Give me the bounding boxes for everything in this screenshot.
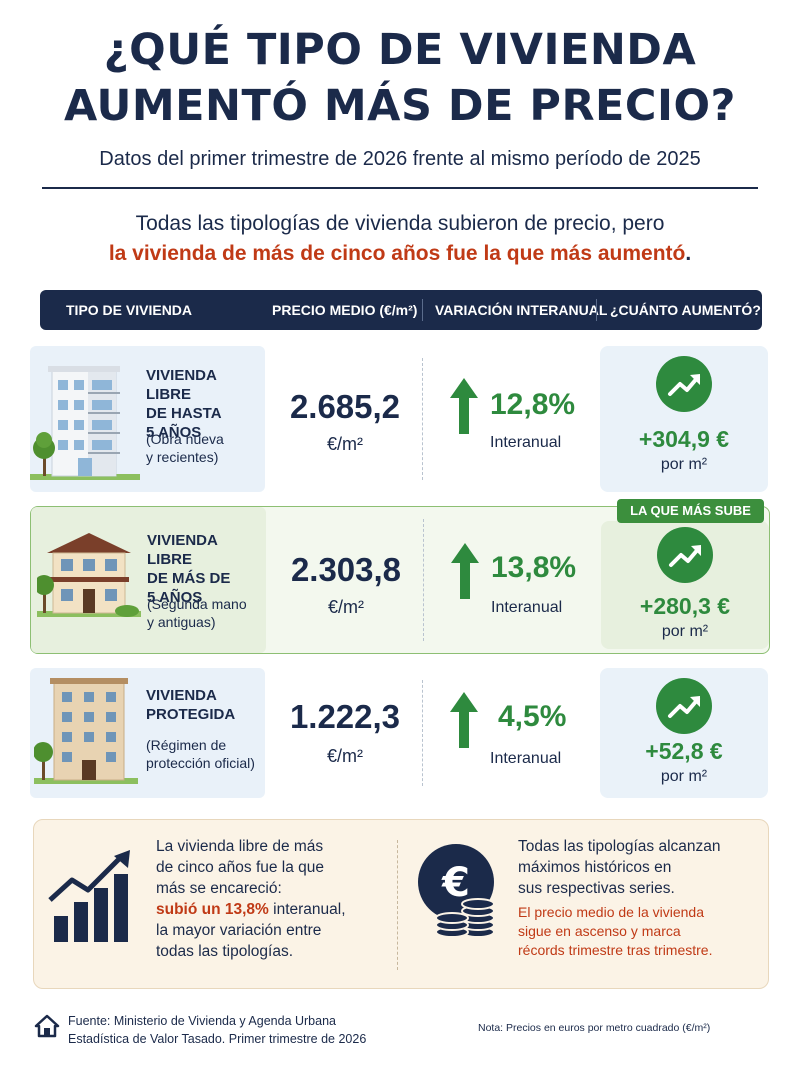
summary-right-text: Todas las tipologías alcanzan máximos hi…	[518, 838, 721, 958]
svg-text:€: €	[441, 860, 470, 906]
variation-label: Interanual	[490, 750, 562, 767]
source-text: Fuente: Ministerio de Vivienda y Agenda …	[68, 1014, 367, 1046]
intro-highlight: la vivienda de más de cinco años fue la …	[108, 242, 686, 265]
increase-value: +280,3 €	[639, 593, 731, 619]
tall-building-icon	[30, 366, 140, 480]
increase-unit: por m²	[660, 456, 708, 473]
header-type: TIPO DE VIVIENDA	[66, 302, 193, 318]
column-separator	[422, 358, 423, 480]
price-value: 2.685,2	[289, 388, 401, 425]
type-name: VIVIENDA LIBRE DE MÁS DE 5 AÑOS	[147, 532, 231, 606]
title-line-1: ¿QUÉ TIPO DE VIVIENDA	[103, 25, 697, 75]
header-separator	[596, 299, 597, 321]
price-value: 2.303,8	[290, 551, 402, 588]
variation-label: Interanual	[491, 599, 563, 616]
type-cell: VIVIENDA PROTEGIDA (Régimen de protecció…	[30, 668, 265, 798]
increase-unit: por m²	[661, 623, 709, 640]
euro-coins-icon: €	[418, 844, 495, 938]
trend-up-icon	[656, 678, 712, 734]
increase-value: +304,9 €	[638, 426, 730, 452]
up-arrow-icon	[450, 692, 478, 748]
up-arrow-icon	[451, 543, 479, 599]
intro-line-2: la vivienda de más de cinco años fue la …	[0, 242, 800, 266]
table-row: VIVIENDA PROTEGIDA (Régimen de protecció…	[30, 668, 770, 798]
increase-value: +52,8 €	[645, 738, 723, 764]
trend-up-icon	[657, 527, 713, 583]
bar-growth-icon	[48, 850, 130, 942]
type-name: VIVIENDA LIBRE DE HASTA 5 AÑOS	[146, 367, 222, 441]
column-separator	[423, 519, 424, 641]
page-title: ¿QUÉ TIPO DE VIVIENDA AUMENTÓ MÁS DE PRE…	[0, 22, 800, 134]
home-icon	[34, 1014, 60, 1038]
summary-box: La vivienda libre de más de cinco años f…	[33, 819, 769, 989]
table-header: TIPO DE VIVIENDA PRECIO MEDIO (€/m²) VAR…	[40, 290, 762, 330]
header-increase: ¿CUÁNTO AUMENTÓ?	[610, 302, 761, 318]
increase-cell: +304,9 € por m²	[600, 346, 768, 492]
variation-value: 12,8%	[490, 388, 576, 421]
type-name: VIVIENDA PROTEGIDA	[146, 687, 236, 723]
variation-value: 4,5%	[498, 700, 567, 733]
price-unit: €/m²	[327, 746, 363, 766]
header-variation: VARIACIÓN INTERANUAL	[435, 302, 608, 318]
header-divider	[42, 187, 758, 189]
up-arrow-icon	[450, 378, 478, 434]
intro-end: .	[685, 242, 692, 265]
type-description: (Segunda mano y antiguas)	[147, 596, 247, 630]
increase-cell: +280,3 € por m²	[601, 521, 769, 649]
top-rise-badge: LA QUE MÁS SUBE	[617, 499, 764, 523]
units-note: Nota: Precios en euros por metro cuadrad…	[478, 1022, 711, 1034]
increase-unit: por m²	[660, 768, 708, 785]
header-separator	[422, 299, 423, 321]
summary-separator	[397, 840, 398, 970]
type-description: (Obra nueva y recientes)	[146, 431, 224, 465]
highlight-rise: subió un 13,8%	[156, 901, 269, 918]
intro-line-1: Todas las tipologías de vivienda subiero…	[135, 212, 665, 235]
summary-left-text: La vivienda libre de más de cinco años f…	[156, 838, 346, 960]
price-value: 1.222,3	[289, 698, 401, 735]
price-unit: €/m²	[328, 597, 364, 617]
header-price: PRECIO MEDIO (€/m²)	[272, 302, 418, 318]
apartment-building-icon	[34, 678, 138, 784]
price-unit: €/m²	[327, 434, 363, 454]
table-row: VIVIENDA LIBRE DE MÁS DE 5 AÑOS (Segunda…	[30, 506, 770, 654]
table-row: VIVIENDA LIBRE DE HASTA 5 AÑOS (Obra nue…	[30, 346, 770, 492]
increase-cell: +52,8 € por m²	[600, 668, 768, 798]
type-cell: VIVIENDA LIBRE DE MÁS DE 5 AÑOS (Segunda…	[31, 507, 266, 653]
column-separator	[422, 680, 423, 786]
title-line-2: AUMENTÓ MÁS DE PRECIO?	[64, 81, 736, 131]
type-cell: VIVIENDA LIBRE DE HASTA 5 AÑOS (Obra nue…	[30, 346, 265, 492]
variation-value: 13,8%	[491, 551, 577, 584]
trend-up-icon	[656, 356, 712, 412]
variation-label: Interanual	[490, 434, 562, 451]
type-description: (Régimen de protección oficial)	[146, 737, 255, 771]
page-subtitle: Datos del primer trimestre de 2026 frent…	[99, 148, 701, 170]
house-icon	[37, 533, 141, 617]
